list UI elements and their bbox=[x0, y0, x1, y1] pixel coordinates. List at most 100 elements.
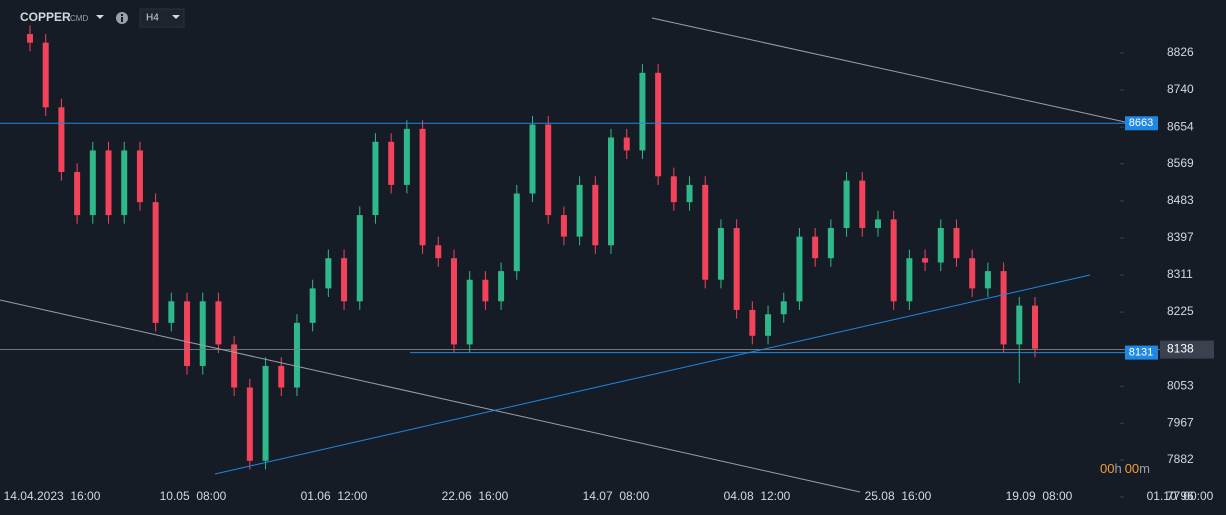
info-icon-dot bbox=[121, 14, 123, 16]
dropdown-arrow[interactable] bbox=[96, 15, 104, 19]
candle-body bbox=[121, 150, 128, 216]
y-tick-label: 7796 bbox=[1167, 489, 1194, 503]
current-price-label: 8138 bbox=[1167, 342, 1194, 356]
candle-body bbox=[686, 184, 693, 203]
candle-body bbox=[482, 279, 489, 302]
candle-body bbox=[560, 215, 567, 237]
candle-body bbox=[702, 184, 709, 280]
candle-body bbox=[670, 176, 677, 203]
candle-body bbox=[639, 72, 646, 151]
price-level-tag bbox=[1125, 116, 1158, 131]
current-price-tag bbox=[1160, 340, 1214, 359]
symbol-type: CMD bbox=[70, 14, 88, 23]
candle-body bbox=[717, 228, 724, 280]
timeframe-select[interactable] bbox=[139, 8, 185, 28]
candle-body bbox=[812, 236, 819, 259]
candle-body bbox=[435, 245, 442, 259]
candle-body bbox=[890, 219, 897, 302]
y-tick-label: 7967 bbox=[1167, 415, 1194, 429]
candle-body bbox=[388, 141, 395, 185]
toolbar: COPPER CMD H4 bbox=[20, 8, 185, 28]
candle-body bbox=[293, 322, 300, 388]
x-tick-label: 10.05 08:00 bbox=[160, 489, 227, 503]
x-tick-label: 14.04.2023 16:00 bbox=[4, 489, 101, 503]
price-level-label: 8131 bbox=[1129, 346, 1153, 358]
candle-body bbox=[765, 314, 772, 336]
candle-body bbox=[325, 258, 332, 289]
candle-body bbox=[1000, 271, 1007, 345]
candle-body bbox=[1032, 305, 1038, 349]
x-tick-label: 22.06 16:00 bbox=[442, 489, 509, 503]
candle-body bbox=[184, 301, 191, 366]
price-level-label: 8663 bbox=[1129, 117, 1153, 129]
candle-body bbox=[733, 228, 740, 310]
candle-body bbox=[953, 228, 960, 259]
dropdown-arrow[interactable] bbox=[172, 15, 180, 19]
candle-body bbox=[278, 365, 285, 388]
candle-body bbox=[356, 215, 363, 302]
candle-body bbox=[874, 219, 881, 229]
timeframe: H4 bbox=[146, 13, 159, 24]
candle-body bbox=[309, 288, 316, 323]
candle-body bbox=[780, 301, 787, 315]
candle-body bbox=[74, 171, 81, 216]
candle-body bbox=[969, 258, 976, 289]
candle-body bbox=[513, 193, 520, 272]
symbol[interactable]: COPPER bbox=[20, 10, 71, 24]
candle-body bbox=[906, 258, 913, 302]
candle-body bbox=[843, 180, 850, 229]
candle-body bbox=[608, 137, 615, 246]
candle-body bbox=[262, 365, 269, 461]
y-tick-label: 8225 bbox=[1167, 304, 1194, 318]
y-tick-label: 7882 bbox=[1167, 452, 1194, 466]
candle-body bbox=[984, 271, 991, 289]
y-tick-label: 8397 bbox=[1167, 230, 1194, 244]
candle-body bbox=[42, 42, 49, 108]
x-tick-label: 14.07 08:00 bbox=[583, 489, 650, 503]
timer: 00h 00m bbox=[1100, 461, 1150, 476]
candle-body bbox=[27, 34, 33, 43]
y-tick-label: 8654 bbox=[1167, 119, 1194, 133]
x-tick-label: 19.09 08:00 bbox=[1006, 489, 1073, 503]
trend-line bbox=[0, 299, 861, 493]
candle-body bbox=[498, 271, 505, 302]
candle-body bbox=[231, 344, 238, 388]
candle-body bbox=[215, 301, 222, 345]
trend-line bbox=[214, 274, 1091, 475]
candle-body bbox=[152, 202, 159, 323]
candle-body bbox=[136, 150, 143, 203]
y-tick-label: 8483 bbox=[1167, 193, 1194, 207]
candle-body bbox=[199, 301, 206, 366]
y-tick-label: 8053 bbox=[1167, 378, 1194, 392]
x-tick-label: 01.10 00:00 bbox=[1147, 489, 1214, 503]
price-level-tag bbox=[1125, 345, 1158, 360]
candle-body bbox=[937, 228, 944, 263]
candle-body bbox=[246, 387, 253, 461]
trend-line bbox=[651, 17, 1126, 123]
candle-body bbox=[89, 150, 96, 216]
y-tick-label: 8569 bbox=[1167, 156, 1194, 170]
x-tick-label: 04.08 12:00 bbox=[724, 489, 791, 503]
candle-body bbox=[545, 124, 552, 216]
y-tick-label: 8740 bbox=[1167, 82, 1194, 96]
candle-body bbox=[372, 141, 379, 216]
candle-body bbox=[592, 184, 599, 246]
candle-body bbox=[105, 150, 112, 216]
candle-body bbox=[623, 137, 630, 151]
candle-body bbox=[922, 258, 929, 263]
candle-body bbox=[859, 180, 866, 229]
candle-body bbox=[749, 309, 756, 336]
candle-body bbox=[403, 128, 410, 185]
x-tick-label: 25.08 16:00 bbox=[865, 489, 932, 503]
candle-body bbox=[419, 128, 426, 246]
candle-body bbox=[58, 107, 65, 172]
candle-body bbox=[796, 236, 803, 302]
x-tick-label: 01.06 12:00 bbox=[301, 489, 368, 503]
candle-body bbox=[655, 72, 662, 177]
candle-body bbox=[466, 279, 473, 345]
y-tick-label: 8311 bbox=[1167, 267, 1193, 281]
plot bbox=[0, 25, 1160, 498]
candle-body bbox=[529, 124, 536, 194]
y-tick-label: 8826 bbox=[1167, 45, 1194, 59]
